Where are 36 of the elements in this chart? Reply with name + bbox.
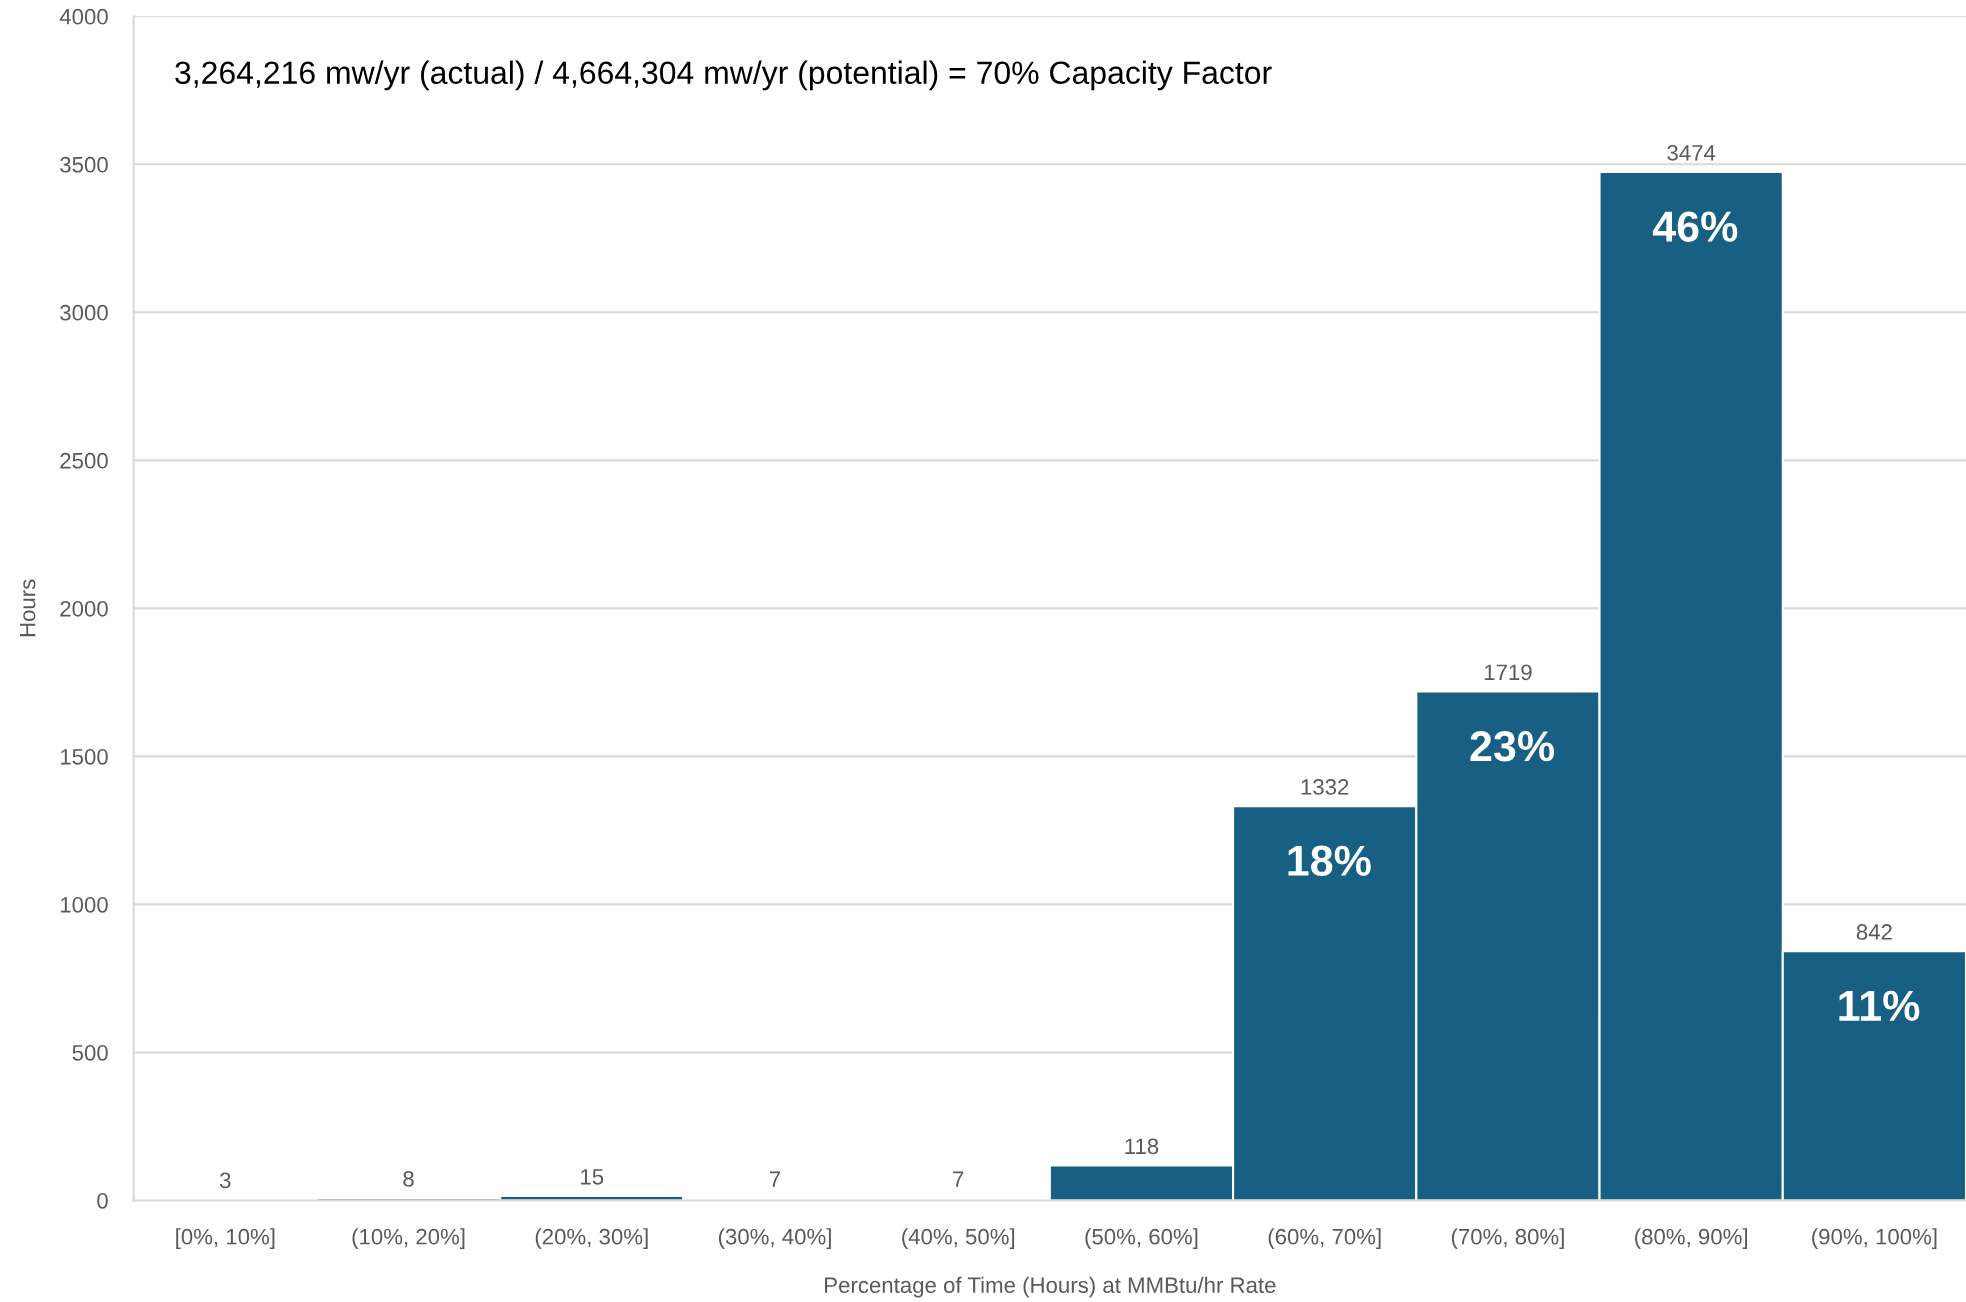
annotation: 18% bbox=[1288, 845, 1371, 877]
x-axis-title: Percentage of Time (Hours) at MMBtu/hr Rate bbox=[825, 1276, 1276, 1298]
y-tick-label: 3500 bbox=[60, 156, 108, 173]
y-tick-label: 3000 bbox=[60, 304, 108, 321]
y-tick-label: 500 bbox=[72, 1044, 108, 1061]
y-tick-label: 1000 bbox=[60, 896, 108, 913]
y-tick-label: 2500 bbox=[60, 452, 108, 469]
data-label: 15 bbox=[581, 1169, 604, 1185]
data-label: 3474 bbox=[1667, 144, 1716, 161]
y-tick-label: 4000 bbox=[59, 8, 108, 25]
x-tick-label: (50%, 60%] bbox=[1085, 1228, 1198, 1249]
x-tick-label: (40%, 50%] bbox=[902, 1228, 1015, 1249]
data-label: 7 bbox=[769, 1171, 781, 1187]
y-tick-label: 2000 bbox=[60, 600, 108, 617]
data-label: 1719 bbox=[1484, 664, 1532, 681]
text: 3,264,216 mw/yr (actual) / 4,664,304 mw/yr (potential) = 70% Capacity Factor bbox=[175, 60, 1272, 91]
annotation: 23% bbox=[1470, 730, 1555, 762]
x-tick-label: (30%, 40%] bbox=[718, 1228, 831, 1249]
y-tick-label: 1500 bbox=[60, 748, 108, 765]
x-tick-label: (10%, 20%] bbox=[352, 1228, 465, 1249]
annotation: 46% bbox=[1652, 211, 1738, 242]
x-tick-label: [0%, 10%] bbox=[176, 1228, 275, 1249]
x-tick-label: (70%, 80%] bbox=[1451, 1228, 1564, 1249]
data-label: 118 bbox=[1125, 1138, 1159, 1155]
data-label: 842 bbox=[1856, 924, 1892, 940]
x-tick-label: (90%, 100%] bbox=[1812, 1228, 1937, 1249]
x-tick-label: (20%, 30%] bbox=[535, 1228, 648, 1249]
data-label: 1332 bbox=[1301, 779, 1349, 795]
data-label: 3 bbox=[219, 1172, 231, 1189]
y-tick-label: 0 bbox=[97, 1192, 108, 1209]
annotation: 11% bbox=[1839, 990, 1920, 1021]
x-tick-label: (80%, 90%] bbox=[1635, 1228, 1748, 1249]
x-tick-label: (60%, 70%] bbox=[1268, 1228, 1381, 1249]
y-axis-title: Hours bbox=[19, 579, 36, 637]
data-label: 7 bbox=[953, 1171, 964, 1187]
data-label: 8 bbox=[403, 1171, 414, 1187]
